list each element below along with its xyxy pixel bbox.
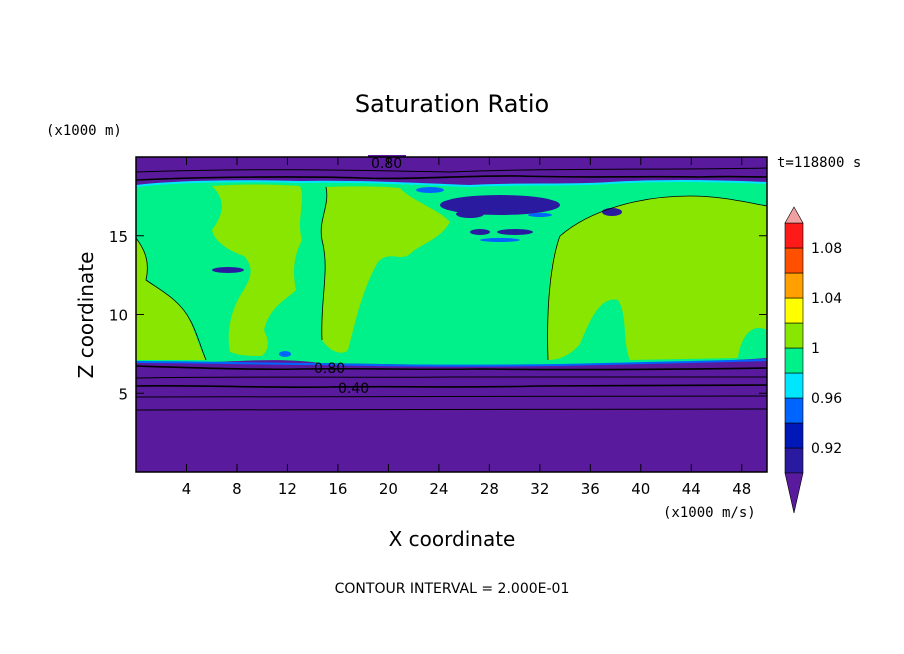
contour-lines	[136, 167, 767, 411]
y-tick-label: 10	[109, 307, 128, 325]
contour-interval-note: CONTOUR INTERVAL = 2.000E-01	[335, 581, 570, 597]
x-axis-label: X coordinate	[389, 527, 516, 551]
colorbar-extend-bottom	[784, 472, 804, 514]
band-lime-right	[547, 196, 767, 360]
band-top-edge	[136, 180, 767, 188]
x-tick-label: 4	[182, 480, 192, 498]
band-blue-edges	[279, 187, 552, 357]
x-axis: 4 8 12 16 20 24 28 32 36 40 44 48	[182, 157, 751, 498]
contour-label: 0.80	[314, 361, 345, 377]
colorbar-swatch	[784, 222, 804, 249]
y-axis-label: Z coordinate	[74, 252, 98, 379]
x-tick-label: 40	[631, 480, 650, 498]
x-tick-label: 20	[379, 480, 398, 498]
x-tick-label: 36	[581, 480, 600, 498]
contour-label: 0.80	[371, 156, 402, 172]
x-tick-label: 8	[232, 480, 242, 498]
x-tick-label: 44	[682, 480, 701, 498]
colorbar-label: 0.92	[811, 441, 842, 457]
band-lime-center	[212, 184, 302, 356]
colorbar-swatch	[784, 272, 804, 299]
y-axis: 5 10 15	[109, 228, 767, 403]
x-tick-label: 28	[480, 480, 499, 498]
colorbar-swatch	[784, 297, 804, 324]
x-units-label: (x1000 m/s)	[663, 505, 756, 521]
y-tick-label: 15	[109, 228, 128, 246]
band-base-edge	[136, 359, 767, 367]
x-tick-label: 16	[328, 480, 347, 498]
colorbar-label: 1.04	[811, 291, 842, 307]
colorbar-extend-top	[784, 206, 804, 224]
time-label: t=118800 s	[777, 155, 861, 171]
colorbar-label: 1	[811, 341, 820, 357]
band-lime-left	[136, 238, 206, 360]
x-tick-label: 32	[530, 480, 549, 498]
colorbar-swatch	[784, 347, 804, 374]
colorbar-label: 1.08	[811, 241, 842, 257]
chart-title: Saturation Ratio	[355, 90, 549, 118]
colorbar-legend: 1.08 1.04 1 0.96 0.92	[784, 206, 842, 514]
colorbar-swatch	[784, 447, 804, 474]
y-units-label: (x1000 m)	[46, 123, 122, 139]
colorbar-swatch	[784, 322, 804, 349]
x-tick-label: 48	[732, 480, 751, 498]
contour-label-bg-1	[368, 155, 406, 169]
contour-label: 0.40	[338, 381, 369, 397]
band-lime-mid	[321, 186, 450, 353]
colorbar-swatch	[784, 247, 804, 274]
contour-field	[136, 157, 767, 472]
x-tick-label: 12	[278, 480, 297, 498]
colorbar-label: 0.96	[811, 391, 842, 407]
colorbar-swatch	[784, 422, 804, 449]
y-tick-label: 5	[118, 385, 128, 403]
band-dark-blobs	[212, 195, 622, 273]
x-tick-label: 24	[429, 480, 448, 498]
colorbar-swatch	[784, 372, 804, 399]
colorbar-swatch	[784, 397, 804, 424]
